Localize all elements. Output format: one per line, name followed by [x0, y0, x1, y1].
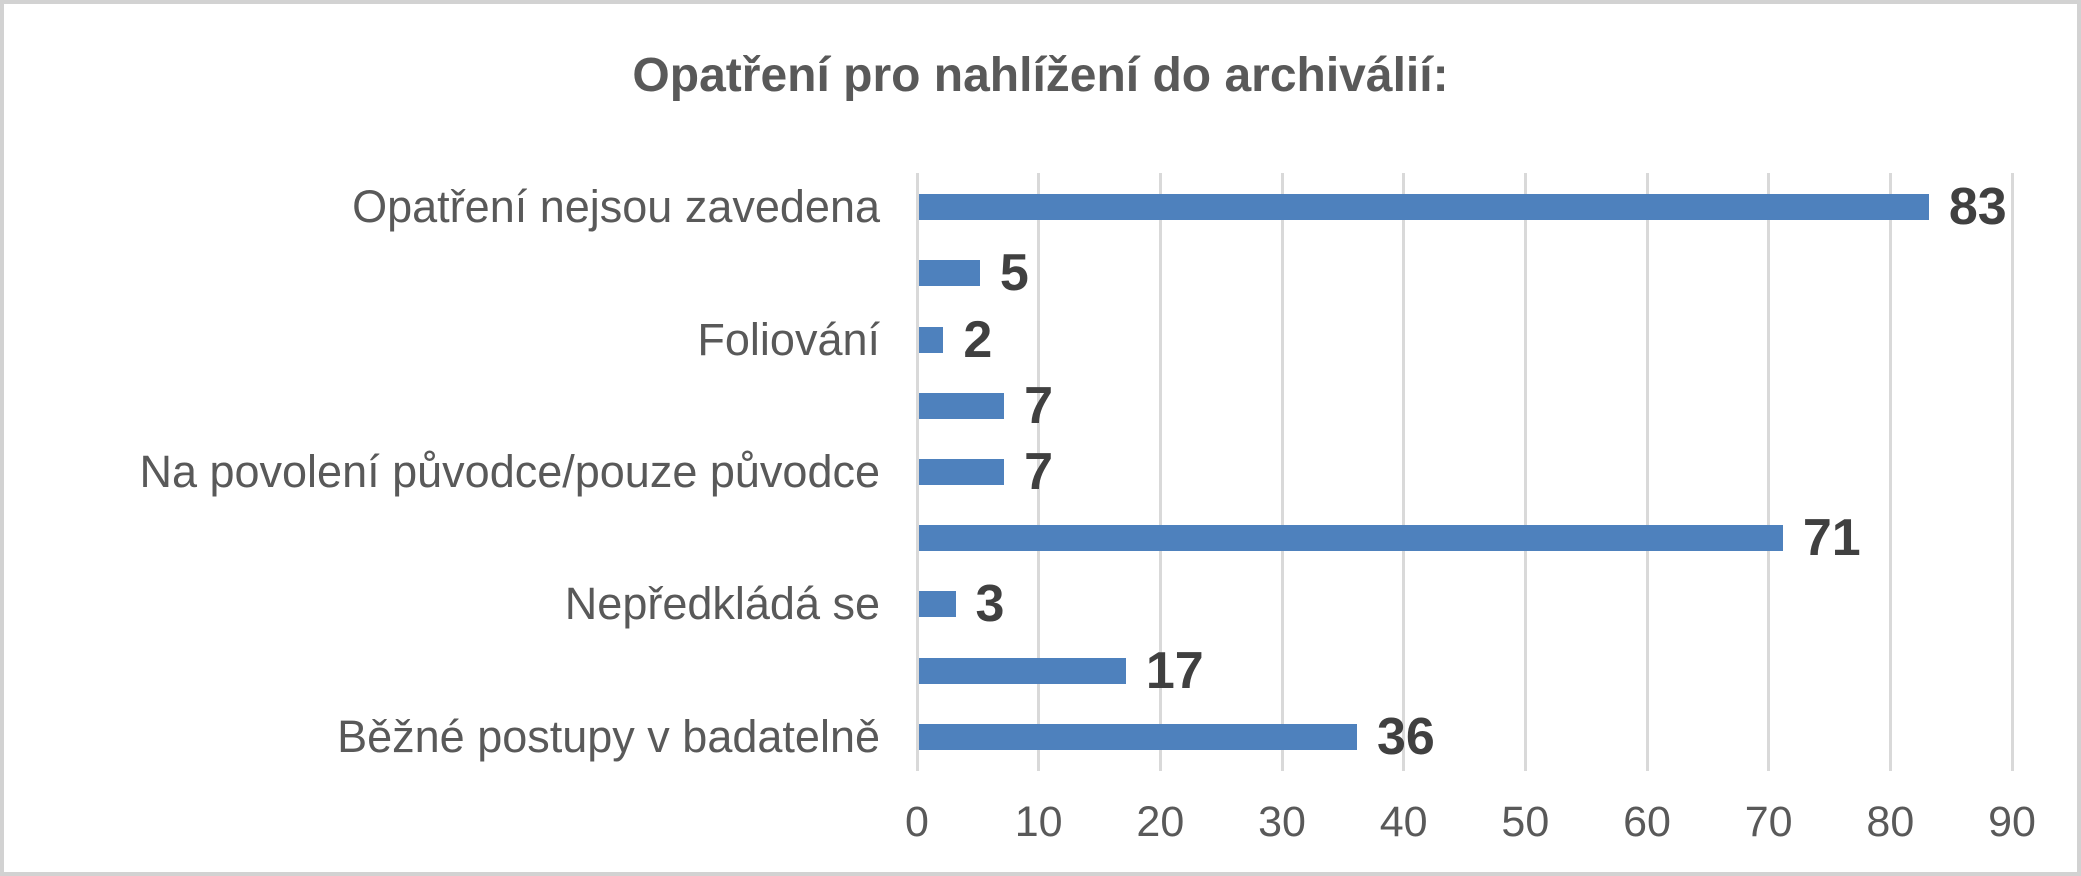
- data-label: 7: [1024, 376, 1054, 435]
- chart-title: Opatření pro nahlížení do archiválií:: [632, 49, 1449, 102]
- data-label: 2: [963, 310, 993, 369]
- x-tick-label: 70: [1744, 798, 1793, 846]
- x-tick-label: 0: [905, 798, 929, 846]
- plot-area: 0 10 20 30 40 50 60 70 80 90 83 Opatření nejsou zav…: [4, 4, 2077, 872]
- bar: [919, 326, 944, 353]
- x-tick-label: 80: [1866, 798, 1915, 846]
- gridline: [1888, 173, 1892, 771]
- data-label: 5: [999, 244, 1029, 303]
- bar: [919, 525, 1783, 552]
- category-label: Opatření nejsou zavedena: [352, 181, 880, 233]
- data-label: 36: [1377, 707, 1435, 766]
- x-tick-label: 90: [1988, 798, 2036, 846]
- gridline: [1767, 173, 1771, 771]
- gridline: [1402, 173, 1406, 771]
- data-label: 3: [975, 575, 1005, 634]
- gridline: [1158, 173, 1162, 771]
- x-tick-label: 30: [1258, 798, 1306, 846]
- x-tick-label: 10: [1014, 798, 1063, 846]
- gridline: [1280, 173, 1284, 771]
- gridline: [1645, 173, 1649, 771]
- x-tick-label: 20: [1136, 798, 1185, 846]
- x-tick-label: 60: [1623, 798, 1671, 846]
- data-label: 71: [1802, 509, 1861, 568]
- data-label: 17: [1145, 641, 1204, 700]
- gridline: [1523, 173, 1527, 771]
- category-label: Běžné postupy v badatelně: [337, 710, 880, 762]
- bar: [919, 194, 1929, 221]
- category-label: Na povolení původce/pouze původce: [139, 446, 880, 497]
- bar: [919, 459, 1005, 485]
- category-label: Foliování: [697, 313, 880, 365]
- bar: [919, 392, 1005, 419]
- gridline: [1037, 173, 1041, 771]
- x-tick-label: 40: [1379, 798, 1428, 846]
- x-tick-label: 50: [1501, 798, 1550, 846]
- category-label: Nepředkládá se: [564, 578, 880, 630]
- gridline: [915, 173, 919, 771]
- bar: [919, 723, 1357, 750]
- data-label: 83: [1948, 178, 2007, 237]
- bar: [919, 591, 956, 618]
- gridline: [2010, 173, 2014, 771]
- data-label: 7: [1024, 443, 1054, 501]
- bar: [919, 657, 1126, 684]
- bar: [919, 260, 980, 287]
